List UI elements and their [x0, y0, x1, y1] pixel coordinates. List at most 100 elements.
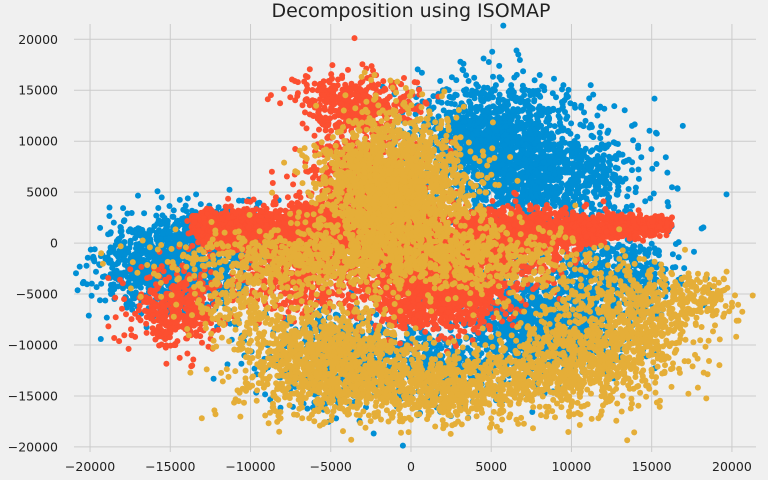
scatter-point	[489, 48, 496, 55]
scatter-points	[73, 22, 756, 449]
scatter-point	[619, 151, 626, 158]
scatter-point	[158, 194, 165, 201]
scatter-point	[555, 107, 562, 114]
scatter-point	[560, 159, 567, 166]
scatter-point	[135, 244, 142, 251]
scatter-point	[536, 108, 543, 115]
scatter-point	[574, 173, 581, 180]
scatter-point	[524, 150, 531, 157]
scatter-point	[550, 146, 557, 153]
scatter-point	[568, 186, 575, 193]
scatter-point	[623, 157, 630, 164]
scatter-point	[651, 95, 658, 102]
scatter-point	[531, 318, 538, 325]
scatter-point	[153, 212, 160, 219]
scatter-point	[97, 336, 104, 342]
y-tick-label: −5000	[16, 287, 58, 302]
scatter-point	[614, 141, 621, 147]
scatter-point	[570, 193, 577, 200]
scatter-point	[471, 74, 478, 81]
scatter-point	[453, 77, 460, 84]
scatter-point	[490, 73, 496, 80]
scatter-point	[542, 173, 549, 180]
scatter-point	[610, 205, 617, 212]
scatter-point	[538, 122, 545, 129]
scatter-point	[498, 195, 505, 202]
scatter-point	[534, 137, 541, 144]
scatter-point	[98, 280, 105, 287]
scatter-point	[480, 55, 487, 62]
scatter-point	[556, 119, 563, 126]
scatter-point	[125, 279, 132, 286]
scatter-point	[558, 166, 565, 173]
scatter-point	[124, 210, 131, 217]
scatter-point	[602, 142, 609, 149]
scatter-point	[638, 154, 645, 161]
scatter-point	[635, 166, 642, 173]
scatter-point	[465, 78, 472, 84]
scatter-point	[675, 254, 682, 261]
scatter-point	[127, 237, 134, 244]
scatter-point	[414, 66, 421, 73]
scatter-point	[533, 185, 540, 192]
scatter-point	[80, 278, 87, 285]
scatter-point	[512, 144, 519, 151]
scatter-point	[539, 196, 546, 203]
scatter-point	[139, 249, 146, 256]
scatter-point	[477, 115, 484, 122]
scatter-point	[117, 224, 124, 231]
scatter-point	[155, 205, 162, 211]
chart-title: Decomposition using ISOMAP	[271, 0, 550, 22]
scatter-point	[464, 130, 471, 137]
scatter-point	[586, 167, 593, 174]
scatter-point	[126, 244, 133, 251]
scatter-point	[154, 188, 161, 195]
scatter-point	[556, 151, 563, 158]
scatter-point	[164, 217, 171, 224]
scatter-point	[599, 158, 606, 165]
scatter-point	[595, 183, 602, 190]
scatter-point	[137, 284, 144, 291]
scatter-point	[542, 140, 549, 147]
scatter-point	[681, 265, 688, 272]
scatter-point	[83, 262, 90, 269]
scatter-point	[568, 120, 575, 127]
scatter-point	[635, 175, 642, 182]
scatter-point	[120, 256, 127, 262]
scatter-point	[134, 252, 141, 259]
scatter-point	[664, 169, 671, 176]
scatter-point	[457, 58, 464, 65]
scatter-point	[612, 164, 619, 171]
x-tick-label: −10000	[225, 459, 275, 474]
scatter-point	[184, 195, 191, 202]
y-tick-label: 15000	[18, 83, 58, 98]
scatter-point	[635, 145, 642, 151]
scatter-point	[128, 290, 135, 297]
scatter-point	[548, 130, 555, 137]
scatter-point	[547, 165, 554, 172]
scatter-point	[500, 104, 507, 111]
scatter-point	[586, 174, 593, 181]
scatter-point	[488, 93, 495, 100]
scatter-point	[580, 182, 587, 189]
scatter-point	[544, 109, 551, 116]
scatter-point	[109, 264, 116, 271]
scatter-point	[120, 218, 127, 225]
scatter-point	[527, 130, 534, 137]
scatter-point	[466, 118, 473, 125]
scatter-point	[478, 137, 485, 144]
scatter-point	[629, 248, 636, 255]
scatter-point	[97, 297, 103, 304]
scatter-point	[511, 74, 518, 81]
scatter-point	[437, 78, 444, 84]
scatter-point	[558, 139, 565, 146]
scatter-point	[544, 145, 551, 152]
scatter-point	[505, 326, 512, 333]
scatter-point	[93, 284, 100, 291]
x-tick-label: 5000	[475, 459, 507, 474]
scatter-point	[493, 164, 500, 171]
scatter-point	[159, 212, 166, 219]
scatter-point	[582, 117, 589, 124]
scatter-point	[621, 107, 628, 114]
scatter-point	[176, 196, 183, 203]
